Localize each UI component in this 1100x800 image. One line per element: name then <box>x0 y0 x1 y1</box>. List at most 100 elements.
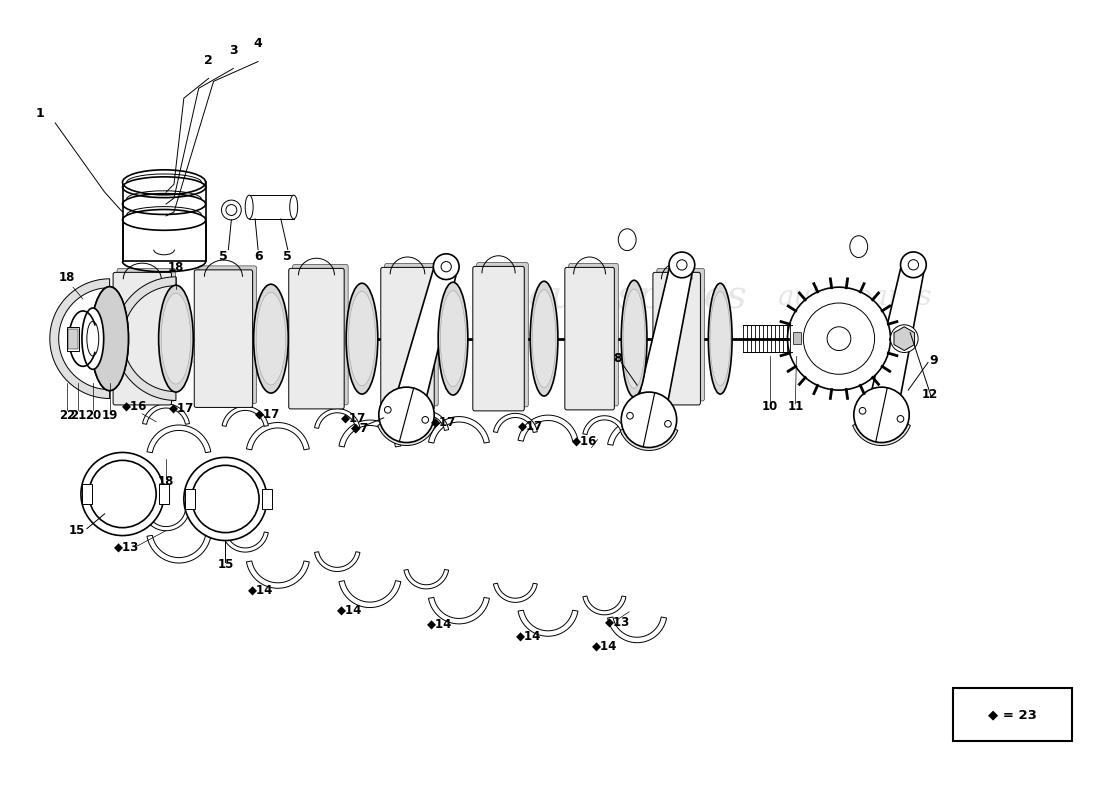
Bar <box>67 326 79 350</box>
Bar <box>122 182 206 262</box>
FancyBboxPatch shape <box>385 263 438 406</box>
Text: ◆13: ◆13 <box>113 541 139 554</box>
Circle shape <box>89 460 156 528</box>
Polygon shape <box>518 610 578 636</box>
Ellipse shape <box>94 294 125 383</box>
Text: 18: 18 <box>158 475 174 488</box>
Text: ◆14: ◆14 <box>592 639 617 652</box>
Circle shape <box>664 421 671 427</box>
Circle shape <box>890 325 918 353</box>
Polygon shape <box>583 416 626 434</box>
Polygon shape <box>620 428 678 450</box>
Circle shape <box>433 254 459 279</box>
Polygon shape <box>392 264 458 418</box>
Polygon shape <box>147 425 211 453</box>
Text: ◆17: ◆17 <box>255 408 280 421</box>
FancyBboxPatch shape <box>117 268 175 401</box>
Text: 2: 2 <box>205 54 213 66</box>
Ellipse shape <box>440 290 465 386</box>
Circle shape <box>184 458 267 541</box>
Circle shape <box>901 252 926 278</box>
Ellipse shape <box>162 294 190 384</box>
Text: ◆17: ◆17 <box>518 420 542 433</box>
Text: ◆14: ◆14 <box>427 618 452 630</box>
Circle shape <box>191 466 260 533</box>
Ellipse shape <box>91 286 129 390</box>
Circle shape <box>854 387 910 442</box>
Ellipse shape <box>438 282 468 395</box>
Text: ◆ = 23: ◆ = 23 <box>988 708 1037 721</box>
Text: ◆14: ◆14 <box>338 604 363 617</box>
Bar <box>160 484 169 504</box>
Text: 3: 3 <box>229 44 238 57</box>
Polygon shape <box>607 617 667 642</box>
FancyBboxPatch shape <box>476 262 528 407</box>
FancyBboxPatch shape <box>381 267 434 410</box>
Bar <box>68 329 78 349</box>
Text: eurospares: eurospares <box>527 278 747 315</box>
Ellipse shape <box>158 286 194 392</box>
Circle shape <box>621 392 676 447</box>
Circle shape <box>385 406 392 413</box>
FancyBboxPatch shape <box>569 263 618 406</box>
Ellipse shape <box>346 283 377 394</box>
FancyBboxPatch shape <box>473 266 525 411</box>
Circle shape <box>676 260 688 270</box>
FancyBboxPatch shape <box>954 688 1072 742</box>
FancyBboxPatch shape <box>293 265 348 405</box>
Text: 5: 5 <box>219 250 228 263</box>
Circle shape <box>669 252 695 278</box>
Polygon shape <box>315 552 360 571</box>
Text: 18: 18 <box>168 262 184 274</box>
Text: 6: 6 <box>254 250 263 263</box>
Polygon shape <box>315 409 360 428</box>
Text: 18: 18 <box>59 271 75 284</box>
Circle shape <box>909 260 918 270</box>
Ellipse shape <box>532 290 556 387</box>
FancyBboxPatch shape <box>653 272 701 405</box>
Polygon shape <box>429 417 490 443</box>
Polygon shape <box>867 262 925 418</box>
Text: 15: 15 <box>217 558 233 571</box>
Ellipse shape <box>624 289 645 388</box>
Circle shape <box>226 205 236 215</box>
FancyBboxPatch shape <box>657 268 704 401</box>
Ellipse shape <box>91 286 129 390</box>
FancyBboxPatch shape <box>198 266 256 403</box>
Ellipse shape <box>711 291 730 386</box>
Ellipse shape <box>349 291 375 386</box>
Text: ◆17: ◆17 <box>169 402 195 415</box>
Text: 21: 21 <box>69 410 86 422</box>
Polygon shape <box>143 510 189 530</box>
Polygon shape <box>518 415 578 441</box>
Polygon shape <box>339 581 400 607</box>
Polygon shape <box>222 406 268 426</box>
Ellipse shape <box>245 195 253 219</box>
Circle shape <box>441 262 451 272</box>
Text: 8: 8 <box>613 352 621 365</box>
Text: ◆7: ◆7 <box>351 422 370 434</box>
Polygon shape <box>607 419 667 446</box>
Ellipse shape <box>850 236 868 258</box>
Ellipse shape <box>256 292 286 385</box>
Circle shape <box>788 287 890 390</box>
Ellipse shape <box>122 170 206 194</box>
Text: 11: 11 <box>788 400 803 413</box>
Text: 10: 10 <box>761 400 778 413</box>
Text: 20: 20 <box>85 410 101 422</box>
Text: ◆14: ◆14 <box>249 584 274 597</box>
Polygon shape <box>222 532 268 552</box>
Bar <box>793 332 802 343</box>
FancyBboxPatch shape <box>289 268 344 409</box>
Text: ◆16: ◆16 <box>122 400 147 413</box>
Polygon shape <box>246 561 309 588</box>
Circle shape <box>827 326 850 350</box>
Text: autospares: autospares <box>778 283 932 310</box>
Circle shape <box>898 415 904 422</box>
Text: ◆17: ◆17 <box>430 416 455 429</box>
Text: 15: 15 <box>69 523 85 537</box>
Ellipse shape <box>87 322 99 356</box>
Ellipse shape <box>81 308 103 370</box>
Polygon shape <box>494 583 537 602</box>
Polygon shape <box>143 404 189 424</box>
